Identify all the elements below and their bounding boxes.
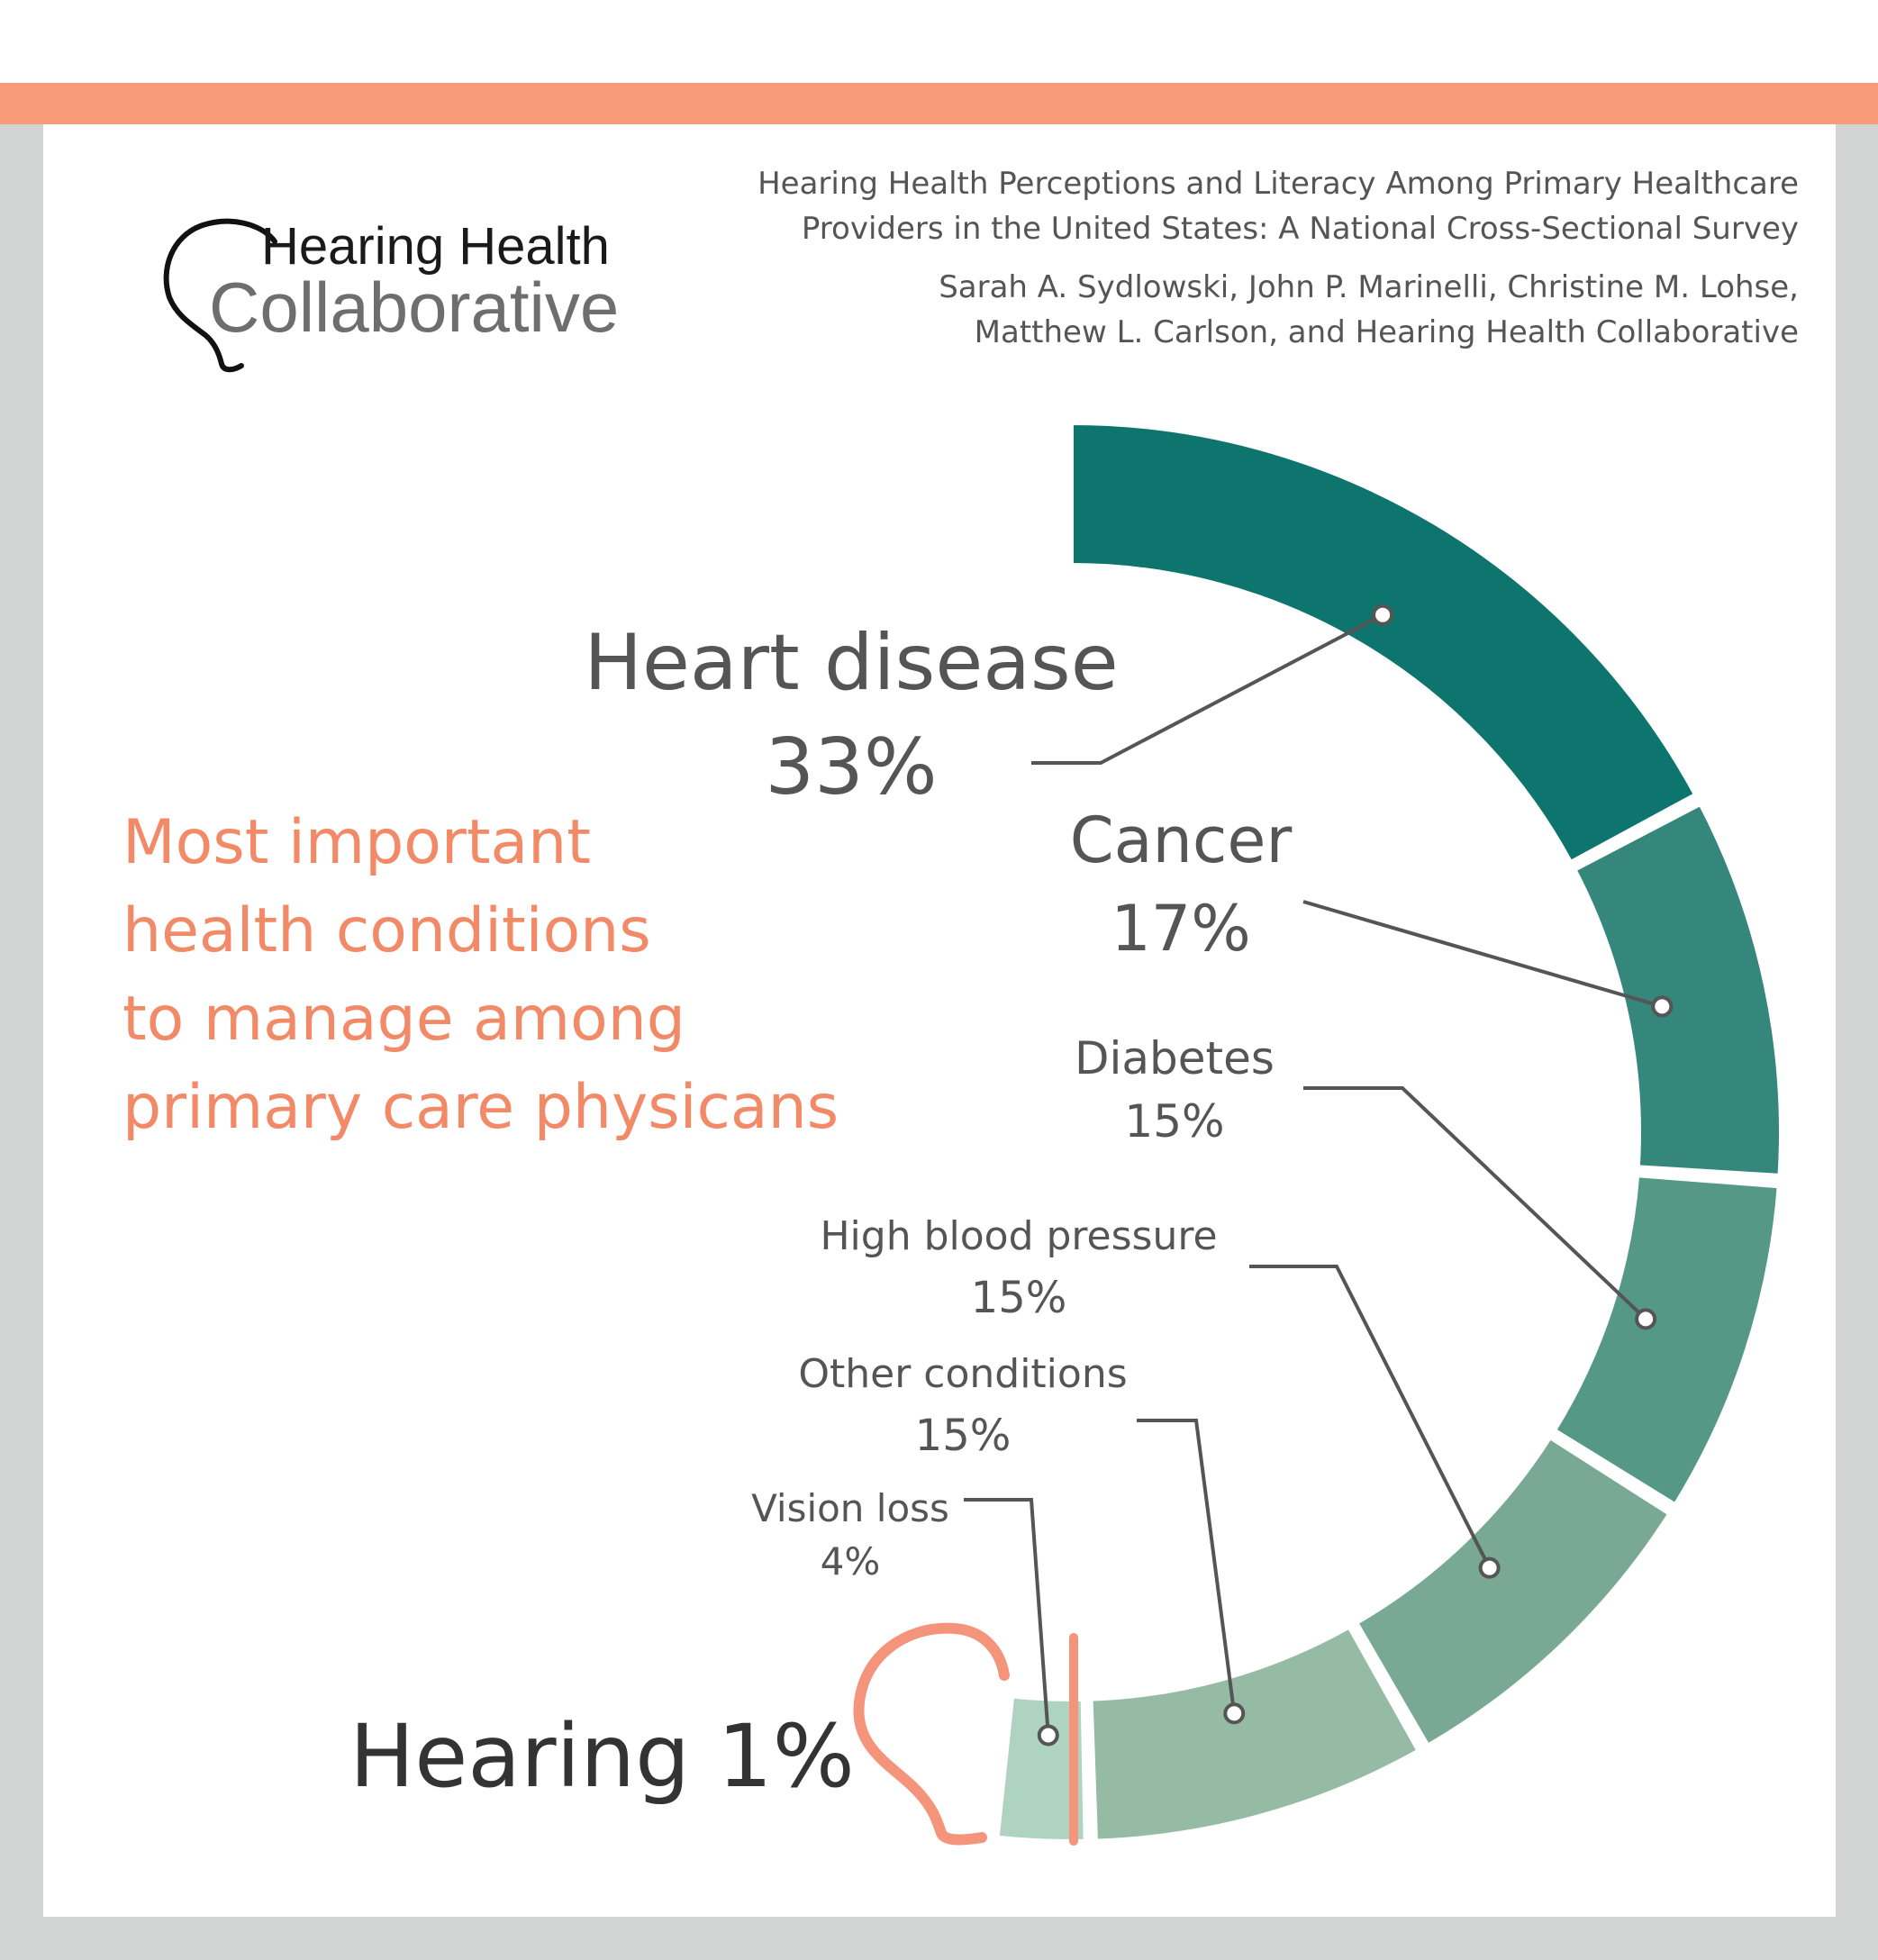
accent-bar	[0, 83, 1878, 124]
logo-text-collaborative: Collaborative	[209, 268, 620, 347]
headline-line1: Most important	[122, 807, 591, 878]
logo-text-hearing-health: Hearing Health	[261, 217, 610, 276]
value-high-blood-pressure: 15%	[970, 1273, 1067, 1323]
leader-line-high-blood-pressure	[1249, 1265, 1492, 1569]
donut-segment-other-conditions	[1089, 1625, 1420, 1843]
leader-dot-other-conditions	[1223, 1702, 1246, 1725]
value-cancer: 17%	[1111, 892, 1251, 966]
headline-line2: health conditions	[122, 895, 651, 966]
leader-dot-heart-disease	[1372, 603, 1394, 626]
donut-segment-cancer	[1573, 802, 1783, 1177]
label-cancer: Cancer	[1069, 803, 1293, 877]
ear-icon	[853, 1622, 1010, 1846]
label-high-blood-pressure: High blood pressure	[820, 1213, 1218, 1259]
leader-line-vision-loss	[964, 1498, 1050, 1736]
leader-dot-high-blood-pressure	[1478, 1556, 1501, 1579]
leader-dot-diabetes	[1635, 1308, 1657, 1330]
citation-authors-line1: Sarah A. Sydlowski, John P. Marinelli, C…	[939, 269, 1799, 305]
donut-segment-diabetes	[1553, 1174, 1781, 1507]
leader-line-heart-disease	[1031, 612, 1384, 765]
label-hearing: Hearing 1%	[349, 1706, 855, 1807]
citation-title-line1: Hearing Health Perceptions and Literacy …	[758, 166, 1799, 202]
value-heart-disease: 33%	[765, 722, 938, 812]
leader-line-cancer	[1302, 900, 1663, 1009]
leader-dot-vision-loss	[1037, 1724, 1059, 1747]
ear-outline-icon	[163, 218, 277, 373]
donut-segment-heart-disease	[1070, 422, 1697, 864]
label-other-conditions: Other conditions	[798, 1351, 1128, 1397]
value-other-conditions: 15%	[914, 1411, 1012, 1461]
headline-line4: primary care physicans	[122, 1072, 839, 1143]
value-diabetes: 15%	[1124, 1095, 1225, 1148]
label-diabetes: Diabetes	[1075, 1032, 1275, 1084]
citation-authors-line2: Matthew L. Carlson, and Hearing Health C…	[974, 314, 1799, 350]
leader-line-diabetes	[1303, 1086, 1647, 1320]
donut-segment-high-blood-pressure	[1355, 1436, 1672, 1747]
value-vision-loss: 4%	[820, 1539, 881, 1583]
leader-line-other-conditions	[1137, 1419, 1237, 1714]
donut-chart	[964, 422, 1783, 1843]
label-heart-disease: Heart disease	[584, 618, 1119, 708]
citation-title-line2: Providers in the United States: A Nation…	[801, 211, 1799, 247]
label-vision-loss: Vision loss	[751, 1486, 949, 1530]
leader-dot-cancer	[1651, 995, 1674, 1018]
headline-line3: to manage among	[122, 984, 685, 1055]
